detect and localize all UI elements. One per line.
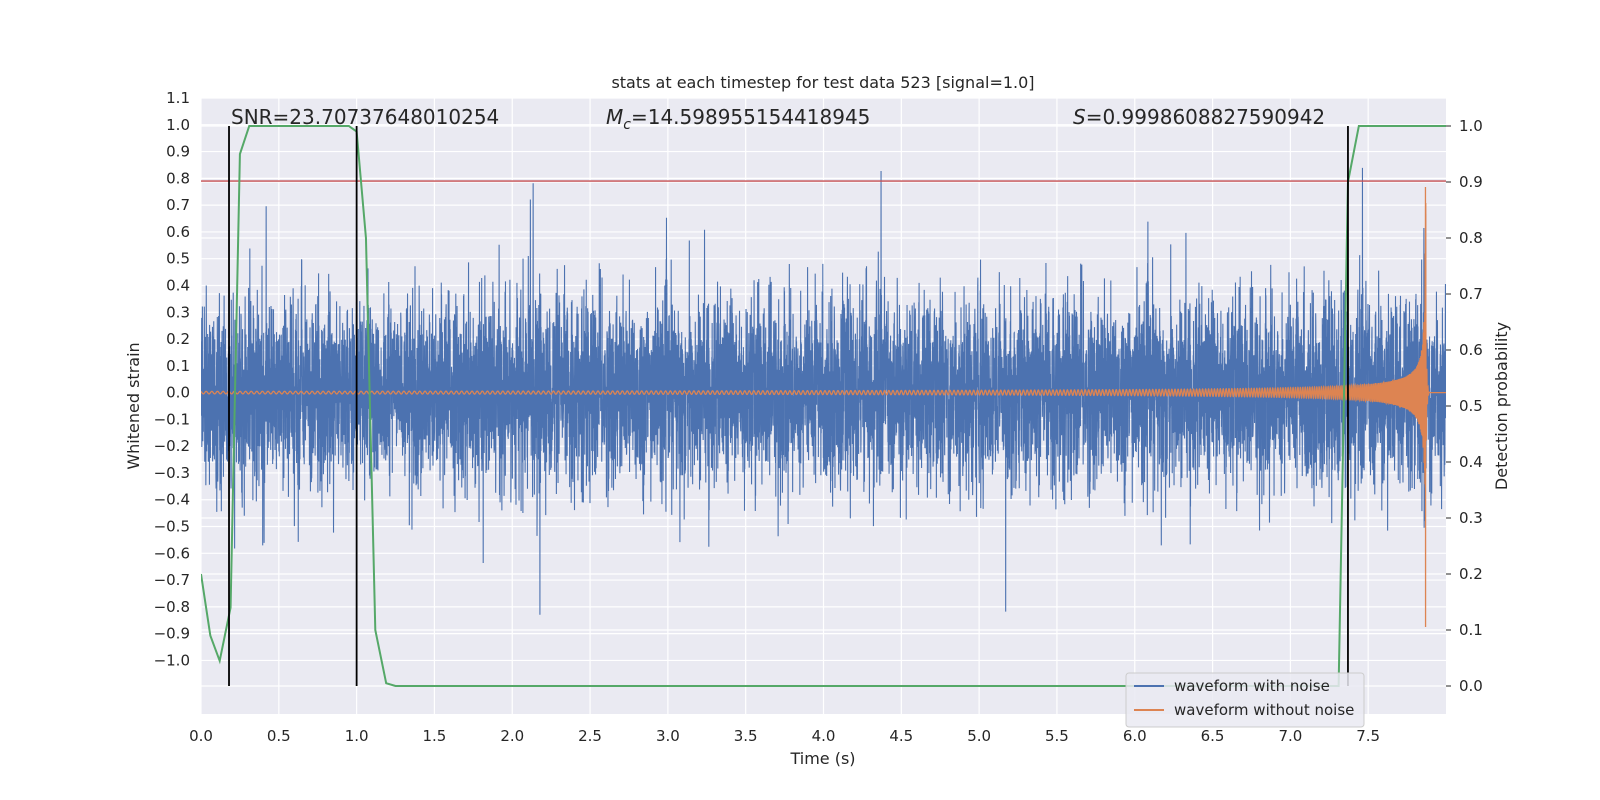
- chirp-mass-annotation: Mc=14.598955154418945: [606, 105, 870, 133]
- x-tick-label: 4.5: [889, 727, 913, 745]
- x-tick-label: 2.0: [500, 727, 524, 745]
- y-tick-label-left: 0.3: [166, 303, 190, 321]
- chart-title: stats at each timestep for test data 523…: [611, 73, 1034, 92]
- y-tick-label-right: 0.5: [1459, 397, 1483, 415]
- x-axis-label: Time (s): [789, 749, 855, 768]
- y-tick-label-left: 1.1: [166, 89, 190, 107]
- x-tick-label: 5.0: [967, 727, 991, 745]
- y-tick-label-right: 0.3: [1459, 509, 1483, 527]
- s-symbol: S: [1073, 105, 1086, 129]
- x-tick-label: 0.0: [189, 727, 213, 745]
- x-tick-label: 7.0: [1278, 727, 1302, 745]
- y-tick-label-left: 0.7: [166, 196, 190, 214]
- snr-annotation: SNR=23.70737648010254: [231, 105, 499, 129]
- y-axis-label-right: Detection probability: [1492, 322, 1511, 490]
- y-tick-label-left: −0.5: [154, 518, 190, 536]
- s-annotation: S=0.9998608827590942: [1073, 105, 1325, 129]
- series-waveform-with-noise: [201, 167, 1446, 615]
- y-tick-label-left: 0.8: [166, 169, 190, 187]
- y-tick-label-right: 0.2: [1459, 565, 1483, 583]
- y-tick-label-left: −0.3: [154, 464, 190, 482]
- y-tick-label-right: 0.4: [1459, 453, 1483, 471]
- y-tick-label-right: 0.8: [1459, 229, 1483, 247]
- y-tick-label-right: 0.6: [1459, 341, 1483, 359]
- y-axis-label-left: Whitened strain: [124, 342, 143, 469]
- x-tick-label: 1.5: [423, 727, 447, 745]
- data-layer: [201, 125, 1446, 687]
- y-tick-label-left: −0.4: [154, 491, 190, 509]
- x-tick-label: 7.5: [1356, 727, 1380, 745]
- y-tick-label-left: 0.9: [166, 143, 190, 161]
- y-tick-label-left: 0.2: [166, 330, 190, 348]
- y-tick-label-right: 1.0: [1459, 117, 1483, 135]
- axes: 0.0 0.5 1.0 1.5 2.0 2.5 3.0 3.5 4.0 4.5 5.0 5.5 6.0 6…: [154, 89, 1483, 745]
- y-tick-label-left: −0.2: [154, 437, 190, 455]
- y-tick-label-right: 0.1: [1459, 621, 1483, 639]
- x-tick-label: 0.5: [267, 727, 291, 745]
- chirp-mass-symbol: M: [606, 105, 623, 129]
- y-tick-label-left: −0.9: [154, 625, 190, 643]
- vertical-markers: [228, 126, 1349, 686]
- y-tick-label-right: 0.9: [1459, 173, 1483, 191]
- x-tick-label: 6.5: [1201, 727, 1225, 745]
- legend-label-clean: waveform without noise: [1174, 701, 1354, 719]
- y-tick-label-left: 0.6: [166, 223, 190, 241]
- series-waveform-without-noise: [201, 186, 1446, 628]
- y-tick-label-left: −1.0: [154, 651, 190, 669]
- legend-label-noise: waveform with noise: [1174, 677, 1330, 695]
- chirp-mass-subscript: c: [623, 117, 631, 133]
- series-detection-probability: [201, 125, 1446, 687]
- y-tick-label-left: −0.6: [154, 544, 190, 562]
- y-tick-label-right: 0.0: [1459, 677, 1483, 695]
- chirp-mass-value: =14.598955154418945: [631, 105, 870, 129]
- legend: waveform with noise waveform without noi…: [1125, 672, 1365, 728]
- x-tick-label: 3.5: [734, 727, 758, 745]
- y-tick-label-left: −0.8: [154, 598, 190, 616]
- y-tick-label-left: −0.7: [154, 571, 190, 589]
- y-tick-label-left: 1.0: [166, 116, 190, 134]
- y-tick-label-left: 0.0: [166, 384, 190, 402]
- y-tick-label-left: 0.4: [166, 276, 190, 294]
- x-tick-label: 1.0: [345, 727, 369, 745]
- legend-box: [1125, 672, 1365, 728]
- y-tick-label-right: 0.7: [1459, 285, 1483, 303]
- x-tick-label: 3.0: [656, 727, 680, 745]
- y-tick-label-left: −0.1: [154, 410, 190, 428]
- s-value: =0.9998608827590942: [1086, 105, 1325, 129]
- y-tick-label-left: 0.5: [166, 250, 190, 268]
- x-tick-label: 2.5: [578, 727, 602, 745]
- x-tick-label: 4.0: [812, 727, 836, 745]
- x-tick-label: 6.0: [1123, 727, 1147, 745]
- x-tick-label: 5.5: [1045, 727, 1069, 745]
- y-tick-label-left: 0.1: [166, 357, 190, 375]
